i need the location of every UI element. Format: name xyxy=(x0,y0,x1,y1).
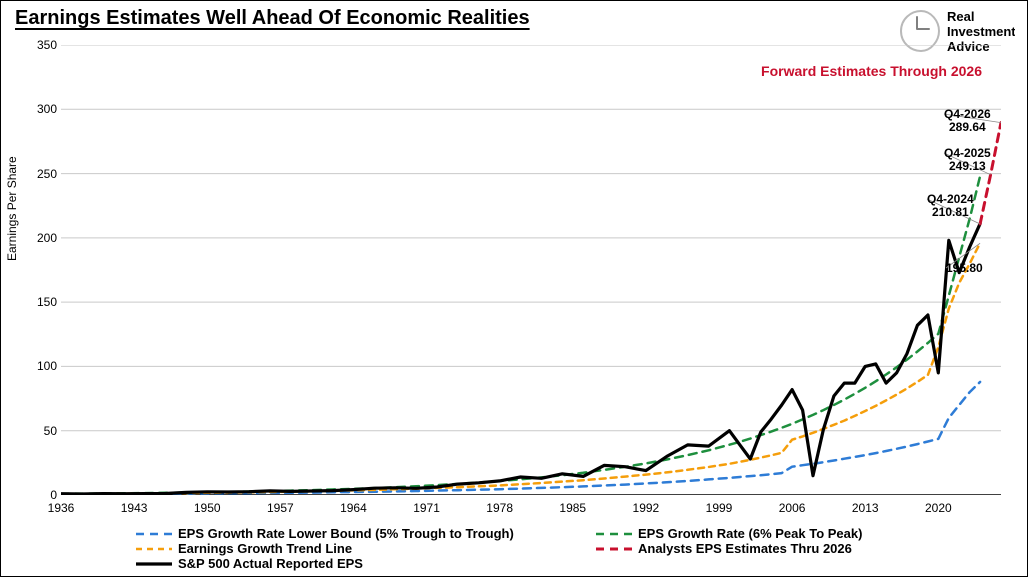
legend-lower_bound: EPS Growth Rate Lower Bound (5% Trough t… xyxy=(136,526,586,541)
ytick-250: 250 xyxy=(29,167,57,181)
xtick-1957: 1957 xyxy=(267,501,294,515)
legend-label-lower_bound: EPS Growth Rate Lower Bound (5% Trough t… xyxy=(178,526,514,541)
chart-container: Earnings Estimates Well Ahead Of Economi… xyxy=(0,0,1028,577)
brand-line1: Real xyxy=(947,9,974,24)
annotation-2: Q4-2024210.81 xyxy=(927,193,974,219)
xtick-2013: 2013 xyxy=(852,501,879,515)
annotation-1: Q4-2025249.13 xyxy=(944,147,991,173)
xtick-1964: 1964 xyxy=(340,501,367,515)
xtick-1992: 1992 xyxy=(633,501,660,515)
legend-label-actual: S&P 500 Actual Reported EPS xyxy=(178,556,363,571)
ytick-50: 50 xyxy=(29,424,57,438)
legend-actual: S&P 500 Actual Reported EPS xyxy=(136,556,586,571)
legend: EPS Growth Rate Lower Bound (5% Trough t… xyxy=(136,526,1006,571)
xtick-1943: 1943 xyxy=(121,501,148,515)
plot-area xyxy=(61,45,1001,495)
xtick-1985: 1985 xyxy=(559,501,586,515)
series-trend xyxy=(61,243,980,494)
chart-title: Earnings Estimates Well Ahead Of Economi… xyxy=(15,7,530,30)
forward-estimates-label: Forward Estimates Through 2026 xyxy=(761,63,982,79)
legend-label-upper_bound: EPS Growth Rate (6% Peak To Peak) xyxy=(638,526,862,541)
xtick-2020: 2020 xyxy=(925,501,952,515)
legend-upper_bound: EPS Growth Rate (6% Peak To Peak) xyxy=(596,526,986,541)
plot-svg xyxy=(61,45,1001,495)
xtick-1971: 1971 xyxy=(413,501,440,515)
annotation-3: 195.80 xyxy=(946,262,983,275)
brand-line2: Investment xyxy=(947,24,1015,39)
ytick-300: 300 xyxy=(29,102,57,116)
ytick-150: 150 xyxy=(29,295,57,309)
xtick-1999: 1999 xyxy=(706,501,733,515)
ytick-350: 350 xyxy=(29,38,57,52)
legend-label-trend: Earnings Growth Trend Line xyxy=(178,541,352,556)
xtick-1950: 1950 xyxy=(194,501,221,515)
ytick-100: 100 xyxy=(29,359,57,373)
legend-trend: Earnings Growth Trend Line xyxy=(136,541,586,556)
legend-forward: Analysts EPS Estimates Thru 2026 xyxy=(596,541,986,556)
xtick-1978: 1978 xyxy=(486,501,513,515)
series-upper_bound xyxy=(61,176,980,494)
xtick-2006: 2006 xyxy=(779,501,806,515)
annotation-0: Q4-2026289.64 xyxy=(944,108,991,134)
y-axis-label: Earnings Per Share xyxy=(5,156,19,261)
legend-label-forward: Analysts EPS Estimates Thru 2026 xyxy=(638,541,852,556)
xtick-1936: 1936 xyxy=(48,501,75,515)
ytick-200: 200 xyxy=(29,231,57,245)
ytick-0: 0 xyxy=(29,488,57,502)
series-actual xyxy=(61,224,980,494)
